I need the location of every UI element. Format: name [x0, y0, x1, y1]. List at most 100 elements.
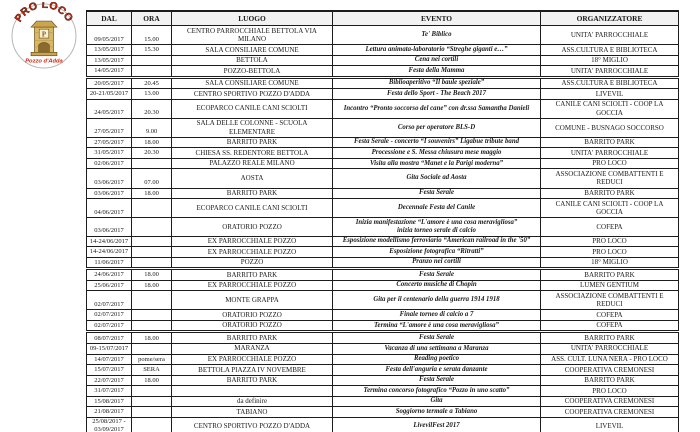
cell-luogo: BARRITO PARK	[171, 187, 333, 200]
cell-luogo: ORATORIO POZZO	[171, 217, 333, 237]
cell-evento: Festa dell'anguria e serata danzante	[332, 364, 541, 376]
table-row: 09-15/07/2017 MARANZA Vacanza di una setti…	[86, 342, 679, 355]
cell-luogo: EX PARROCCHIALE POZZO	[171, 353, 333, 366]
cell-evento: Incontro “Pronto soccorso del cane” con …	[332, 98, 541, 119]
table-row: 31/05/2017 20.30 CHIESA SS. REDENTORE BETT…	[86, 147, 679, 159]
cell-ora	[131, 319, 172, 333]
column-header: DAL	[86, 10, 132, 26]
table-row: 14-24/06/2017 EX PARROCCHIALE POZZO Esposi…	[86, 235, 679, 248]
cell-ora	[131, 395, 172, 408]
cell-dal: 09/05/2017	[86, 24, 132, 46]
cell-ora: SERA	[131, 364, 172, 376]
table-row: 27/05/2017 18.00 BARRITO PARK Festa Serale …	[86, 136, 679, 149]
cell-ora: 13.00	[131, 88, 172, 100]
cell-org: BARRITO PARK	[540, 374, 679, 387]
column-header: ORA	[131, 10, 172, 26]
cell-evento: Decennale Festa del Canile	[332, 198, 541, 219]
cell-org: PRO LOCO	[540, 246, 679, 258]
cell-org: LUMEN GENTIUM	[540, 279, 679, 292]
cell-evento: Festa Serale - concerto “I souvenirs” Li…	[332, 136, 541, 149]
events-table-body: 09/05/2017 15.00 CENTRO PARROCCHIALE BETTO…	[86, 24, 679, 432]
table-row: 02/07/2017 ORATORIO POZZO Termina “L'amore…	[86, 319, 679, 333]
cell-ora: pome/sera	[131, 353, 172, 366]
table-row: 14-24/06/2017 EX PARROCCHIALE POZZO Esposi…	[86, 246, 679, 258]
table-row: 15/08/2017 da definire Gita COOPERATIVA CRE…	[86, 395, 679, 408]
cell-evento: Gita Sociale ad Aosta	[332, 168, 541, 189]
table-row: 04/06/2017 ECOPARCO CANILE CANI SCIOLTI De…	[86, 198, 679, 219]
cell-luogo: ECOPARCO CANILE CANI SCIOLTI	[171, 198, 333, 219]
cell-dal: 31/05/2017	[86, 147, 132, 159]
table-row: 20-21/05/2017 13.00 CENTRO SPORTIVO POZZO …	[86, 88, 679, 100]
cell-dal: 14-24/06/2017	[86, 235, 132, 248]
cell-dal: 03/06/2017	[86, 187, 132, 200]
cell-org: ASS.CULTURA E BIBLIOTECA	[540, 75, 679, 90]
header-row: DAL ORA LUOGO EVENTO ORGANIZZATORE	[86, 10, 679, 26]
cell-ora: 20.45	[131, 75, 172, 90]
table-row: 22/07/2017 18.00 BARRITO PARK Festa Serale B…	[86, 374, 679, 387]
cell-evento: Gita per il centenario della guerra 1914…	[332, 290, 541, 311]
svg-text:P: P	[42, 31, 46, 38]
cell-org: CANILE CANI SCIOLTI - COOP LA GOCCIA	[540, 98, 679, 119]
cell-dal: 14-24/06/2017	[86, 246, 132, 258]
cell-evento: Termina “L'amore è una cosa meravigliosa…	[332, 319, 541, 333]
cell-dal: 08/07/2017	[86, 330, 132, 344]
table-row: 14/05/2017 POZZO-BETTOLA Festa della Mamma…	[86, 65, 679, 78]
cell-org: COMUNE - BUSNAGO SOCCORSO	[540, 117, 679, 138]
cell-evento: Soggiorno termale a Tabiano	[332, 406, 541, 418]
table-row: 21/08/2017 TABIANO Soggiorno termale a Tab…	[86, 406, 679, 418]
table-row: 15/07/2017 SERA BETTOLA PIAZZA IV NOVEMBRE…	[86, 364, 679, 376]
cell-org: BARRITO PARK	[540, 187, 679, 200]
table-row: 24/06/2017 18.00 BARRITO PARK Festa Serale B…	[86, 267, 679, 281]
cell-luogo: MARANZA	[171, 342, 333, 355]
cell-ora: 15.00	[131, 24, 172, 46]
table-row: 09/05/2017 15.00 CENTRO PARROCCHIALE BETTO…	[86, 24, 679, 46]
cell-org: BARRITO PARK	[540, 267, 679, 281]
cell-org: COOPERATIVA CREMONESI	[540, 364, 679, 376]
cell-ora	[131, 385, 172, 397]
cell-dal: 14/07/2017	[86, 353, 132, 366]
cell-dal: 15/08/2017	[86, 395, 132, 408]
cell-dal: 11/06/2017	[86, 256, 132, 270]
cell-ora	[131, 416, 172, 432]
cell-ora	[131, 290, 172, 311]
cell-org: 18° MIGLIO	[540, 54, 679, 67]
cell-evento: Cena nei cortili	[332, 54, 541, 67]
cell-luogo: SALA DELLE COLONNE - SCUOLA ELEMENTARE	[171, 117, 333, 138]
table-row: 11/06/2017 POZZO Pranzo nei cortili 18° MIG…	[86, 256, 679, 270]
cell-luogo: AOSTA	[171, 168, 333, 189]
table-row: 03/06/2017 07.00 AOSTA Gita Sociale ad Aost…	[86, 168, 679, 189]
table-row: 08/07/2017 18.00 BARRITO PARK Festa Serale B…	[86, 330, 679, 344]
cell-luogo: BETTOLA	[171, 54, 333, 67]
table-row: 25/06/2017 18.00 EX PARROCCHIALE POZZO Conc…	[86, 279, 679, 292]
table-row: 20/05/2017 20.45 SALA CONSILIARE COMUNE Bib…	[86, 75, 679, 90]
cell-dal: 20/05/2017	[86, 75, 132, 90]
table-row: 13/05/2017 15.30 SALA CONSILIARE COMUNE Let…	[86, 44, 679, 56]
cell-ora: 18.00	[131, 279, 172, 292]
cell-evento: Concerto musiche di Chopin	[332, 279, 541, 292]
cell-ora	[131, 217, 172, 237]
cell-ora: 18.00	[131, 187, 172, 200]
cell-org: ASSOCIAZIONE COMBATTENTI E REDUCI	[540, 290, 679, 311]
cell-luogo: SALA CONSILIARE COMUNE	[171, 75, 333, 90]
cell-evento: Festa Serale	[332, 267, 541, 281]
column-header: ORGANIZZATORE	[540, 10, 679, 26]
cell-luogo: BARRITO PARK	[171, 330, 333, 344]
table-row: 02/06/2017 PALAZZO REALE MILANO Visita all…	[86, 157, 679, 170]
events-table-head: DAL ORA LUOGO EVENTO ORGANIZZATORE	[86, 10, 679, 26]
cell-org: UNITA' PARROCCHIALE	[540, 24, 679, 46]
cell-org: LIVEVIL	[540, 416, 679, 432]
cell-luogo: SALA CONSILIARE COMUNE	[171, 44, 333, 56]
cell-luogo: MONTE GRAPPA	[171, 290, 333, 311]
well-icon: P	[30, 20, 58, 57]
cell-ora: 07.00	[131, 168, 172, 189]
cell-dal: 31/07/2017	[86, 385, 132, 397]
cell-dal: 21/08/2017	[86, 406, 132, 418]
cell-evento: Inizia manifestazione “L'amore è una cos…	[332, 217, 541, 237]
cell-org: UNITA' PARROCCHIALE	[540, 65, 679, 78]
cell-org: COFEPA	[540, 217, 679, 237]
cell-evento: Festa dello Sport - The Beach 2017	[332, 88, 541, 100]
table-row: 03/06/2017 18.00 BARRITO PARK Festa Serale B…	[86, 187, 679, 200]
cell-ora	[131, 256, 172, 270]
cell-luogo: TABIANO	[171, 406, 333, 418]
